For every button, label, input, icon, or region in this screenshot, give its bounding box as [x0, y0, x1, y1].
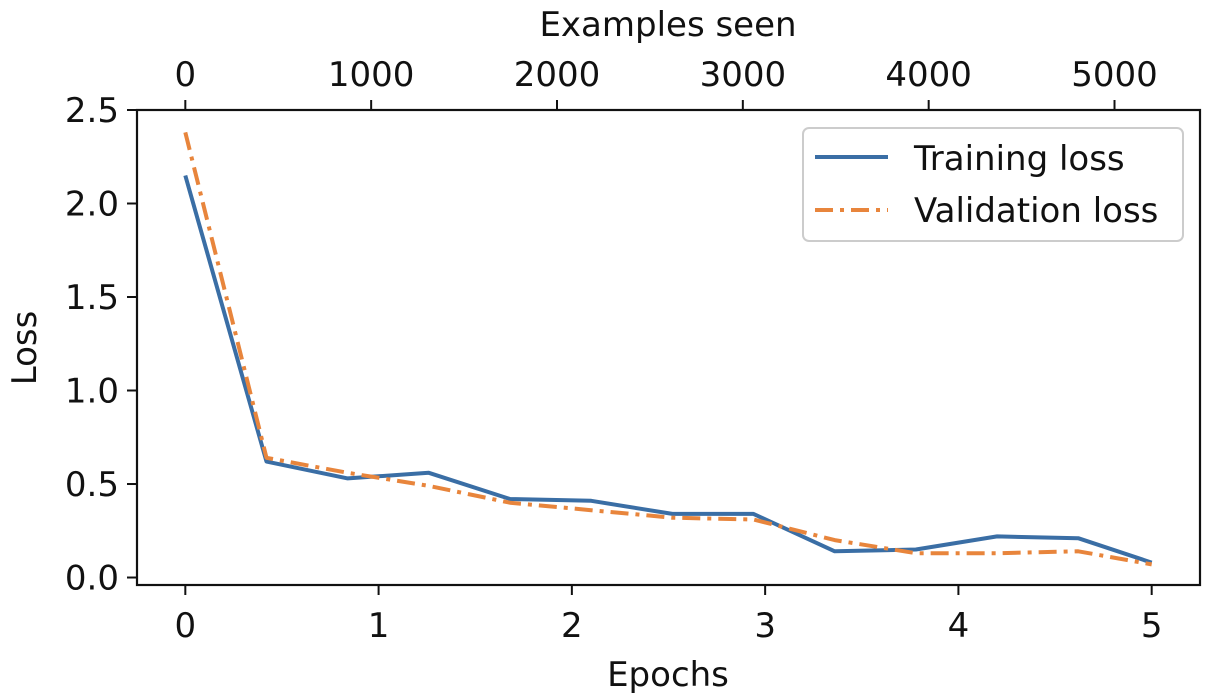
top-x-tick-label: 2000: [514, 55, 601, 95]
y-axis-title: Loss: [5, 311, 45, 386]
top-x-tick-label: 5000: [1071, 55, 1158, 95]
legend-label-validation: Validation loss: [914, 191, 1158, 231]
y-tick-label: 1.5: [65, 278, 119, 318]
top-x-tick-label: 3000: [700, 55, 787, 95]
legend-label-training: Training loss: [913, 139, 1125, 179]
x-axis-title: Epochs: [607, 655, 729, 695]
top-x-axis: 0 1000 2000 3000 4000 5000: [174, 55, 1158, 110]
plot-frame: [135, 108, 1202, 587]
series-line-validation: [183, 131, 1153, 567]
top-x-axis-title: Examples seen: [539, 5, 796, 45]
y-axis: 0.0 0.5 1.0 1.5 2.0 2.5: [65, 91, 137, 599]
top-x-tick-label: 0: [174, 55, 196, 95]
y-tick-label: 2.5: [65, 91, 119, 131]
bottom-x-axis: 0 1 2 3 4 5: [174, 585, 1163, 646]
top-x-tick-label: 4000: [885, 55, 972, 95]
y-tick-label: 0.5: [65, 465, 119, 505]
legend: Training loss Validation loss: [802, 127, 1184, 242]
legend-box: [802, 127, 1184, 242]
series-lines: [183, 131, 1153, 567]
x-tick-label: 3: [754, 606, 776, 646]
x-tick-label: 0: [174, 606, 196, 646]
top-x-tick-label: 1000: [328, 55, 415, 95]
x-tick-label: 2: [561, 606, 583, 646]
x-tick-label: 1: [368, 606, 390, 646]
x-tick-label: 4: [948, 606, 970, 646]
y-tick-label: 0.0: [65, 559, 119, 599]
y-tick-label: 2.0: [65, 185, 119, 225]
series-line-training: [183, 174, 1153, 565]
y-tick-label: 1.0: [65, 372, 119, 412]
x-tick-label: 5: [1141, 606, 1163, 646]
